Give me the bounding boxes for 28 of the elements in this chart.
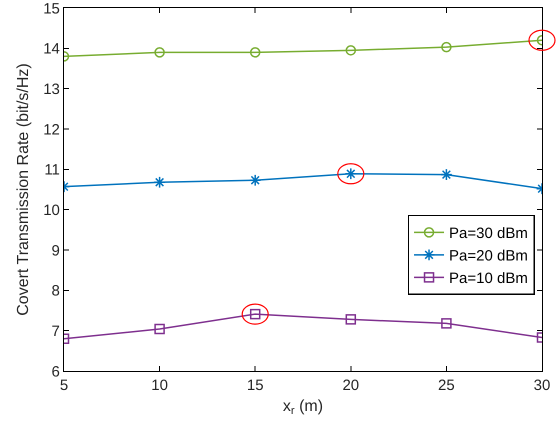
point xyxy=(440,168,453,181)
point xyxy=(346,314,356,325)
y-tick-label: 14 xyxy=(43,40,60,58)
y-tick-label: 8 xyxy=(52,282,60,300)
y-tick-label: 6 xyxy=(52,363,60,380)
point xyxy=(249,174,262,186)
y-tick-label: 9 xyxy=(52,242,60,260)
x-axis-title: x$_{r}$ (m) xyxy=(282,398,324,418)
y-tick-label: 10 xyxy=(43,202,60,219)
y-tick-label: 12 xyxy=(43,121,60,138)
point xyxy=(441,318,452,329)
legend-label: Pa=10 dBm xyxy=(449,270,528,288)
y-tick-label: 7 xyxy=(52,322,60,340)
x-tick-label: 25 xyxy=(438,377,455,394)
x-tick-label: 15 xyxy=(246,377,264,394)
x-tick-label: 10 xyxy=(151,377,168,394)
y-tick-label: 11 xyxy=(44,162,60,179)
y-tick-label: 13 xyxy=(43,80,60,98)
point xyxy=(346,45,356,56)
point xyxy=(441,42,452,52)
point xyxy=(250,47,260,58)
legend-label: Pa=20 dBm xyxy=(449,248,528,265)
y-axis-title: Covert Transmission Rate (bit/s/Hz) xyxy=(15,63,32,316)
y-tick-label: 15 xyxy=(43,0,60,18)
x-tick-label: 30 xyxy=(534,377,550,394)
x-tick-label: 5 xyxy=(60,377,68,394)
legend-label: Pa=30 dBm xyxy=(449,225,528,242)
x-tick-label: 20 xyxy=(342,377,360,394)
